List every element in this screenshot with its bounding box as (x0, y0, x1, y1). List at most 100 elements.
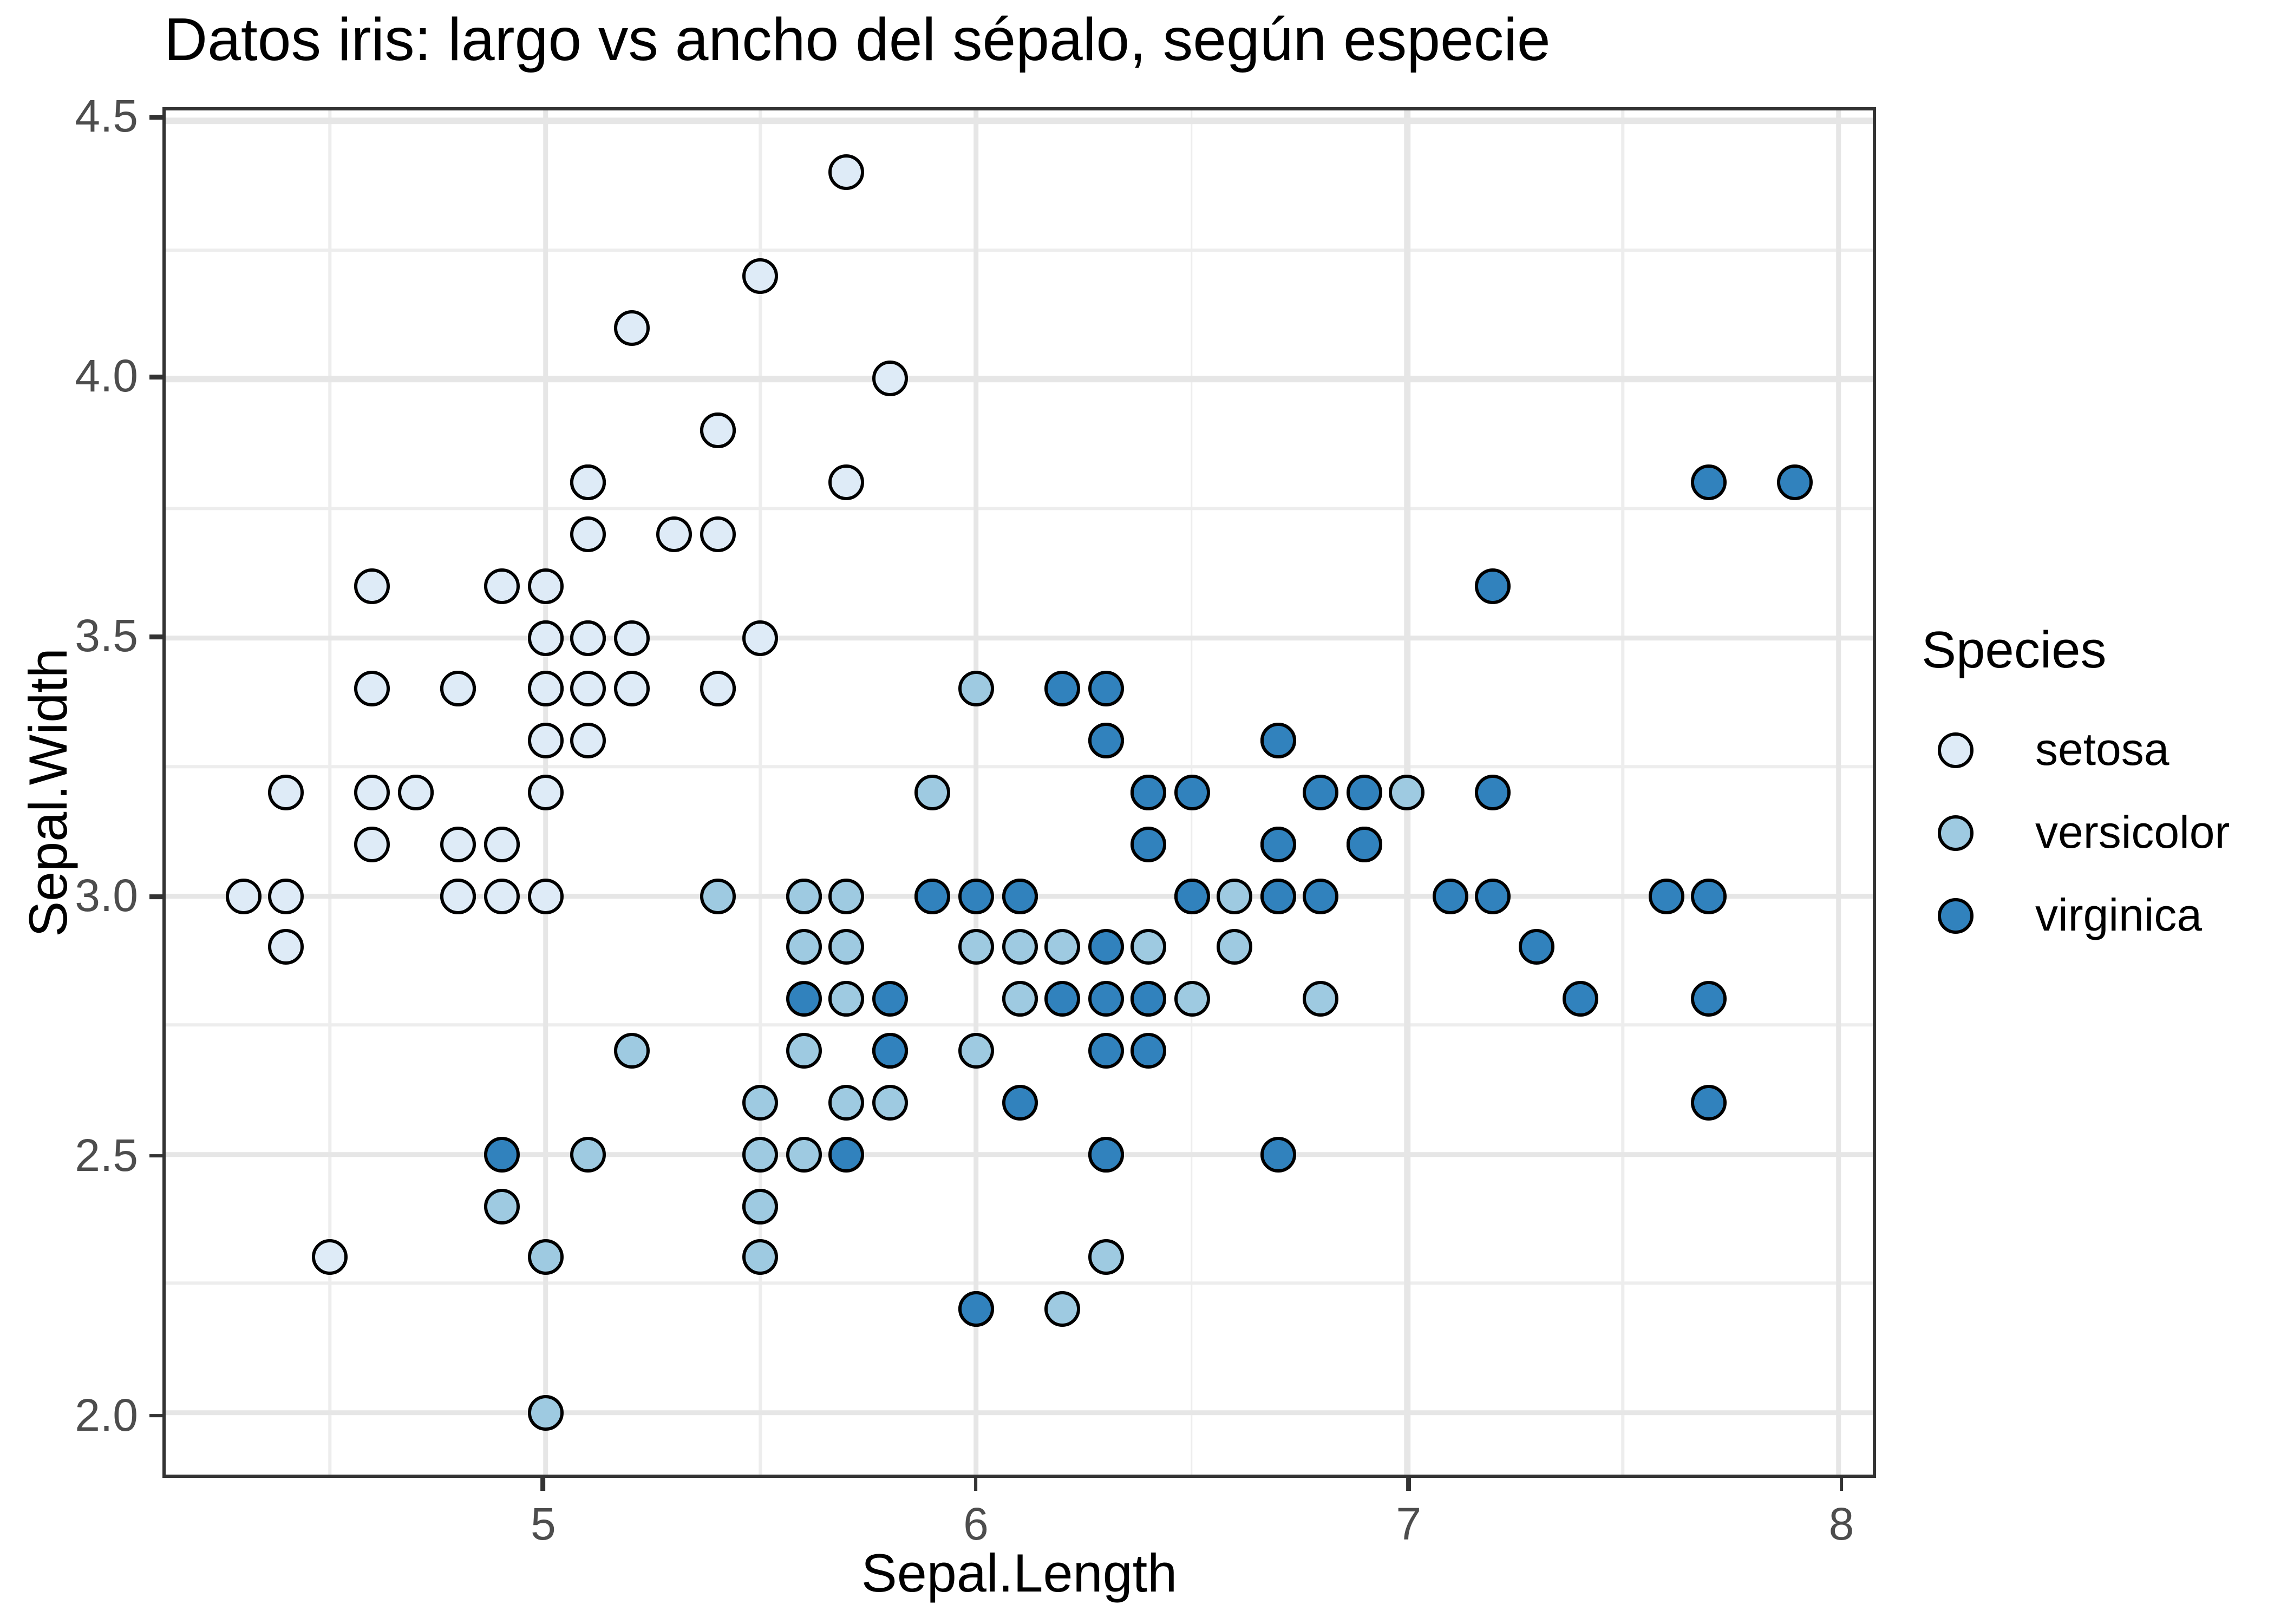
point-setosa (355, 775, 391, 810)
point-setosa (527, 723, 563, 759)
y-minor-gridline (166, 765, 1873, 768)
point-setosa (613, 671, 649, 708)
point-versicolor (570, 1136, 606, 1173)
y-major-gridline (166, 1410, 1873, 1416)
y-tick-mark (149, 115, 162, 120)
point-versicolor (828, 981, 865, 1017)
point-virginica (1131, 1033, 1167, 1069)
point-setosa (441, 878, 477, 914)
y-minor-gridline (166, 248, 1873, 252)
x-tick-mark (541, 1478, 546, 1491)
point-versicolor (742, 1188, 779, 1224)
legend-item-versicolor: versicolor (1922, 806, 2230, 861)
legend-key-circle-icon (1938, 815, 1974, 851)
point-versicolor (1173, 981, 1210, 1017)
x-tick-mark (1839, 1478, 1844, 1491)
point-setosa (742, 258, 779, 294)
point-setosa (527, 568, 563, 604)
point-versicolor (1044, 1291, 1081, 1327)
point-setosa (484, 826, 520, 862)
y-axis: 2.0 2.5 3.0 3.5 4.0 4.5 (0, 94, 162, 1478)
point-virginica (1475, 568, 1512, 604)
point-virginica (1303, 878, 1339, 914)
point-versicolor (613, 1033, 649, 1069)
y-tick-label: 3.0 (75, 870, 138, 921)
x-minor-gridline (328, 110, 331, 1475)
point-setosa (570, 619, 606, 656)
point-setosa (484, 878, 520, 914)
x-minor-gridline (759, 110, 762, 1475)
plot-panel (162, 107, 1876, 1478)
y-axis-title: Sepal.Width (18, 648, 78, 937)
point-versicolor (527, 1240, 563, 1276)
point-setosa (441, 671, 477, 708)
point-setosa (355, 568, 391, 604)
y-tick-label: 2.5 (75, 1130, 138, 1181)
point-virginica (1001, 1084, 1037, 1121)
point-setosa (355, 826, 391, 862)
point-virginica (1648, 878, 1684, 914)
point-setosa (527, 775, 563, 810)
point-setosa (484, 568, 520, 604)
point-setosa (527, 878, 563, 914)
point-versicolor (1217, 878, 1253, 914)
point-setosa (700, 516, 736, 552)
point-virginica (1087, 1033, 1123, 1069)
point-versicolor (958, 1033, 994, 1069)
point-setosa (613, 619, 649, 656)
point-virginica (1475, 775, 1512, 810)
point-versicolor (742, 1136, 779, 1173)
point-virginica (1087, 981, 1123, 1017)
point-setosa (828, 464, 865, 501)
y-minor-gridline (166, 1023, 1873, 1027)
point-virginica (1303, 775, 1339, 810)
point-setosa (613, 309, 649, 345)
y-minor-gridline (166, 507, 1873, 510)
point-virginica (828, 1136, 865, 1173)
legend-item-label: versicolor (2035, 807, 2230, 857)
legend: Species setosa versicolor virginica (1922, 620, 2230, 971)
x-tick-label: 6 (963, 1499, 989, 1549)
x-major-gridline (1835, 110, 1841, 1475)
chart-title: Datos iris: largo vs ancho del sépalo, s… (164, 6, 1551, 73)
point-virginica (872, 1033, 908, 1069)
point-versicolor (527, 1394, 563, 1431)
point-virginica (1691, 1084, 1727, 1121)
point-virginica (1001, 878, 1037, 914)
point-virginica (1260, 1136, 1296, 1173)
point-versicolor (915, 775, 951, 810)
y-major-gridline (166, 376, 1873, 382)
point-versicolor (828, 1084, 865, 1121)
point-virginica (1432, 878, 1468, 914)
legend-title: Species (1922, 620, 2107, 679)
point-setosa (570, 671, 606, 708)
x-tick-label: 7 (1396, 1499, 1422, 1549)
legend-item-label: setosa (2035, 724, 2170, 775)
point-virginica (1475, 878, 1512, 914)
point-setosa (311, 1240, 348, 1276)
point-virginica (1087, 929, 1123, 966)
point-versicolor (1001, 981, 1037, 1017)
point-setosa (872, 361, 908, 397)
point-versicolor (1389, 775, 1426, 810)
legend-item-setosa: setosa (1922, 723, 2230, 778)
point-virginica (1087, 671, 1123, 708)
point-setosa (527, 671, 563, 708)
y-tick-mark (149, 894, 162, 899)
point-setosa (656, 516, 692, 552)
x-axis: 5 6 7 8 (162, 1478, 1876, 1575)
point-virginica (1087, 723, 1123, 759)
point-virginica (1173, 878, 1210, 914)
point-virginica (1518, 929, 1554, 966)
point-versicolor (1001, 929, 1037, 966)
point-versicolor (742, 1084, 779, 1121)
point-virginica (958, 1291, 994, 1327)
y-tick-label: 2.0 (75, 1389, 138, 1440)
point-versicolor (1217, 929, 1253, 966)
x-minor-gridline (1621, 110, 1624, 1475)
point-virginica (1131, 826, 1167, 862)
y-tick-label: 3.5 (75, 611, 138, 662)
point-versicolor (786, 1033, 822, 1069)
point-virginica (1346, 826, 1382, 862)
